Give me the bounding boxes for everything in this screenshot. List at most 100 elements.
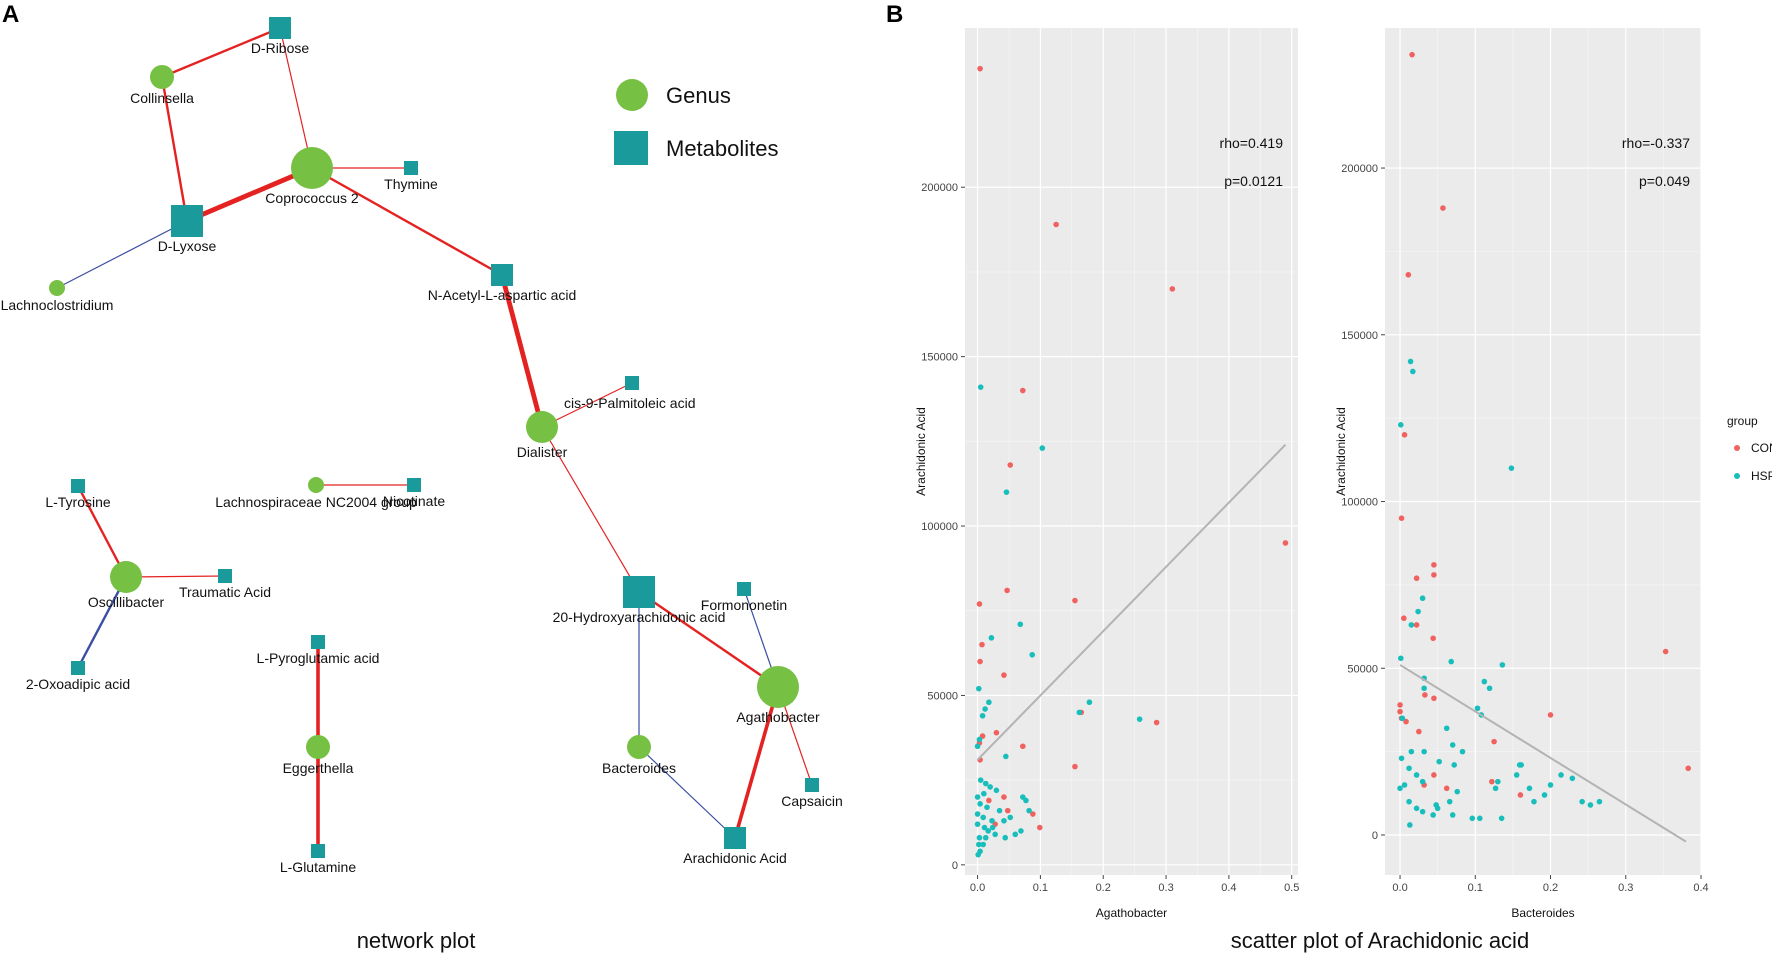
point-hsp-4 [988,635,995,641]
point-con-23 [1489,778,1495,785]
point-hsp-0 [1407,358,1414,365]
node-label-dialister: Dialister [517,444,568,460]
point-hsp-7 [986,699,992,706]
point-hsp-16 [977,777,984,783]
node-oscillibacter [110,561,142,593]
y-tick-label: 150000 [1341,330,1378,342]
point-hsp-20 [993,787,1000,794]
point-hsp-14 [1474,705,1481,712]
point-hsp-31 [974,821,981,827]
node-label-lachnospiraceae-nc2004-group: Lachnospiraceae NC2004 group [215,494,417,510]
node-label-l-tyrosine: L-Tyrosine [45,494,111,510]
node-label-l-pyroglutamic-acid: L-Pyroglutamic acid [257,650,380,666]
point-con-4 [1398,515,1405,521]
plot-background [1385,28,1701,875]
point-hsp-36 [1406,798,1412,805]
point-hsp-44 [1498,815,1505,822]
network-plot-caption: network plot [357,928,476,953]
y-tick-label: 100000 [1341,497,1378,509]
point-hsp-37 [1012,831,1019,838]
edge-collinsella-d-ribose [161,26,281,79]
point-con-13 [1431,695,1437,702]
point-hsp-6 [976,685,982,692]
point-con-3 [1020,387,1026,394]
edge-oscillibacter-traumatic-acid [125,575,226,578]
p-value-annotation: p=0.049 [1639,173,1690,189]
scatter-panel: B 0.0 0.1 0.2 0.3 0.4 0.5 0 50000 100000 150000 20… [886,1,1772,953]
con-legend-label: CON [1751,441,1772,455]
point-hsp-56 [1407,822,1413,828]
point-hsp-55 [1531,798,1537,805]
point-hsp-28 [989,817,995,824]
point-hsp-34 [992,831,998,838]
panel-b-letter: B [886,1,903,28]
rho-annotation: rho=-0.337 [1622,135,1690,151]
edge-n-acetyl-l-aspartic-acid-dialister [499,274,545,428]
node-d-ribose [269,17,291,39]
point-hsp-32 [1492,785,1499,792]
point-con-20 [986,797,992,804]
node-label-d-lyxose: D-Lyxose [158,238,217,254]
point-con-7 [1413,575,1420,582]
x-tick-label: 0.5 [1284,882,1299,894]
point-con-24 [1036,824,1043,831]
node-label-eggerthella: Eggerthella [283,760,354,776]
node-label-formononetin: Formononetin [701,597,787,613]
point-hsp-22 [1398,755,1405,762]
point-hsp-42 [1469,815,1476,822]
node-label-20-hydroxyarachidonic-acid: 20-Hydroxyarachidonic acid [553,609,726,625]
point-hsp-26 [974,811,981,817]
scatter-plot-bacteroides: 0.0 0.1 0.2 0.3 0.4 0 50000 100000 150000 200000 r… [1334,28,1709,920]
node-formononetin [737,582,751,596]
point-hsp-51 [1541,792,1548,798]
scatter-plot-caption: scatter plot of Arachidonic acid [1231,928,1529,953]
x-axis-title: Bacteroides [1511,906,1574,920]
point-hsp-33 [985,828,992,834]
point-hsp-5 [1029,651,1036,658]
point-hsp-17 [982,780,989,787]
point-con-2 [1169,286,1176,292]
point-hsp-14 [974,743,981,750]
point-hsp-48 [1401,782,1408,788]
point-con-13 [1153,719,1160,726]
node-label-nicotinate: Nicotinate [383,493,445,509]
group-legend-title: group [1727,414,1758,428]
node-label-2-oxoadipic-acid: 2-Oxoadipic acid [26,676,130,692]
point-con-19 [1416,728,1422,735]
point-hsp-13 [976,736,983,743]
point-con-18 [1072,763,1078,770]
edge-l-tyrosine-oscillibacter [76,485,128,578]
node-arachidonic-acid [724,827,746,849]
point-con-4 [1007,462,1014,468]
point-hsp-21 [974,794,981,800]
point-hsp-33 [1454,788,1461,795]
point-con-3 [1401,432,1408,438]
point-con-6 [1004,587,1010,594]
node-label-n-acetyl-l-aspartic-acid: N-Acetyl-L-aspartic acid [428,287,577,303]
regression-line [1399,664,1687,843]
node-eggerthella [306,735,330,759]
hsp-legend-label: HSP [1751,469,1772,483]
point-con-5 [1282,540,1289,546]
point-con-7 [976,601,983,607]
node-20-hydroxyarachidonic-acid [623,576,655,608]
point-hsp-49 [1433,802,1439,808]
point-hsp-0 [977,384,984,390]
point-hsp-46 [1413,772,1420,778]
point-con-19 [1001,794,1007,800]
metabolites-legend-label: Metabolites [666,136,779,161]
network-nodes [49,17,819,858]
point-hsp-11 [1136,716,1143,722]
point-hsp-28 [1495,778,1501,785]
point-hsp-37 [1413,805,1420,812]
point-hsp-32 [981,824,988,831]
point-hsp-38 [1002,834,1009,841]
point-hsp-27 [980,814,987,821]
node-label-bacteroides: Bacteroides [602,760,676,776]
edge-coprococcus-2-d-lyxose [186,165,313,224]
node-label-arachidonic-acid: Arachidonic Acid [683,850,787,866]
point-hsp-24 [1451,762,1458,768]
node-label-capsaicin: Capsaicin [781,793,842,809]
node-label-cis-9-palmitoleic-acid: cis-9-Palmitoleic acid [564,395,695,411]
network-labels: Collinsella D-Ribose Coprococcus 2 Thymine D… [1,40,843,875]
